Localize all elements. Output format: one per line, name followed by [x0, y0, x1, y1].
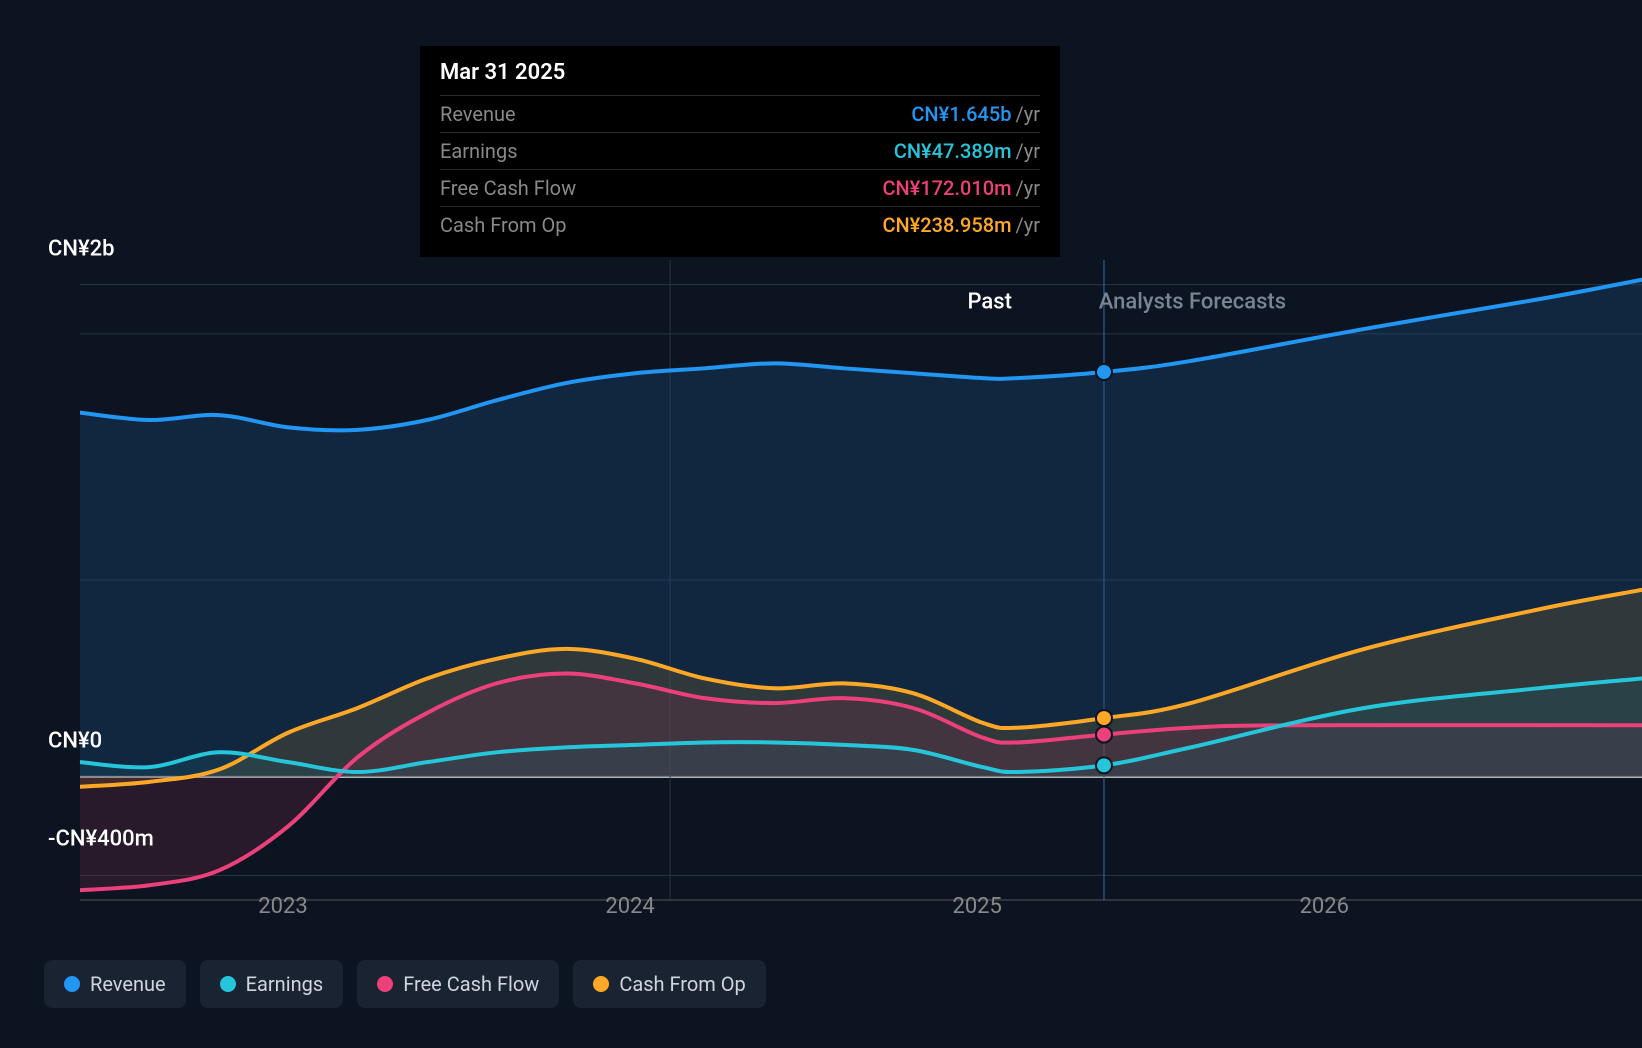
x-tick-label: 2023 — [258, 894, 307, 919]
period-label-forecast: Analysts Forecasts — [1099, 289, 1286, 314]
x-tick-label: 2025 — [952, 894, 1001, 919]
marker-cash_from_op — [1096, 710, 1112, 726]
legend-item-label: Earnings — [246, 972, 324, 996]
x-tick-label: 2024 — [605, 894, 654, 919]
legend-item-free_cash_flow[interactable]: Free Cash Flow — [357, 960, 559, 1008]
legend-item-earnings[interactable]: Earnings — [200, 960, 344, 1008]
legend-item-label: Free Cash Flow — [403, 972, 539, 996]
legend-item-cash_from_op[interactable]: Cash From Op — [573, 960, 765, 1008]
tooltip-row-label: Cash From Op — [440, 213, 566, 237]
marker-earnings — [1096, 757, 1112, 773]
tooltip-row: Earnings CN¥47.389m/yr — [440, 132, 1040, 169]
tooltip-date: Mar 31 2025 — [440, 60, 1040, 95]
x-tick-label: 2026 — [1300, 894, 1349, 919]
legend-dot-icon — [377, 976, 393, 992]
tooltip-row: Revenue CN¥1.645b/yr — [440, 95, 1040, 132]
tooltip-row-label: Revenue — [440, 102, 516, 126]
legend-dot-icon — [593, 976, 609, 992]
tooltip-row: Free Cash Flow CN¥172.010m/yr — [440, 169, 1040, 206]
tooltip-row-value: CN¥1.645b — [911, 102, 1011, 126]
tooltip-row-value: CN¥172.010m — [882, 176, 1011, 200]
tooltip-row-label: Free Cash Flow — [440, 176, 576, 200]
chart-plot[interactable] — [80, 260, 1642, 920]
tooltip-row-unit: /yr — [1016, 102, 1041, 126]
tooltip-row-value-wrap: CN¥172.010m/yr — [882, 176, 1040, 200]
tooltip-row-unit: /yr — [1016, 213, 1041, 237]
tooltip-row-value-wrap: CN¥47.389m/yr — [894, 139, 1040, 163]
tooltip-row-value: CN¥47.389m — [894, 139, 1012, 163]
legend-item-label: Revenue — [90, 972, 166, 996]
tooltip-rows: Revenue CN¥1.645b/yr Earnings CN¥47.389m/yr… — [440, 95, 1040, 243]
tooltip-row-value: CN¥238.958m — [882, 213, 1011, 237]
chart-tooltip: Mar 31 2025 Revenue CN¥1.645b/yr Earnings C… — [420, 46, 1060, 257]
marker-free_cash_flow — [1096, 727, 1112, 743]
y-tick-label: CN¥0 — [48, 728, 102, 753]
period-label-past: Past — [40, 289, 1012, 314]
tooltip-row: Cash From Op CN¥238.958m/yr — [440, 206, 1040, 243]
legend-dot-icon — [220, 976, 236, 992]
marker-revenue — [1096, 364, 1112, 380]
y-tick-label: CN¥2b — [48, 236, 115, 261]
legend-item-label: Cash From Op — [619, 972, 745, 996]
tooltip-row-value-wrap: CN¥1.645b/yr — [911, 102, 1040, 126]
tooltip-row-unit: /yr — [1016, 139, 1041, 163]
chart-legend: Revenue Earnings Free Cash Flow Cash From O… — [44, 960, 766, 1008]
legend-item-revenue[interactable]: Revenue — [44, 960, 186, 1008]
tooltip-row-value-wrap: CN¥238.958m/yr — [882, 213, 1040, 237]
tooltip-row-label: Earnings — [440, 139, 518, 163]
y-tick-label: -CN¥400m — [48, 827, 154, 852]
financial-chart: Mar 31 2025 Revenue CN¥1.645b/yr Earnings C… — [40, 20, 1602, 1008]
tooltip-row-unit: /yr — [1016, 176, 1041, 200]
legend-dot-icon — [64, 976, 80, 992]
